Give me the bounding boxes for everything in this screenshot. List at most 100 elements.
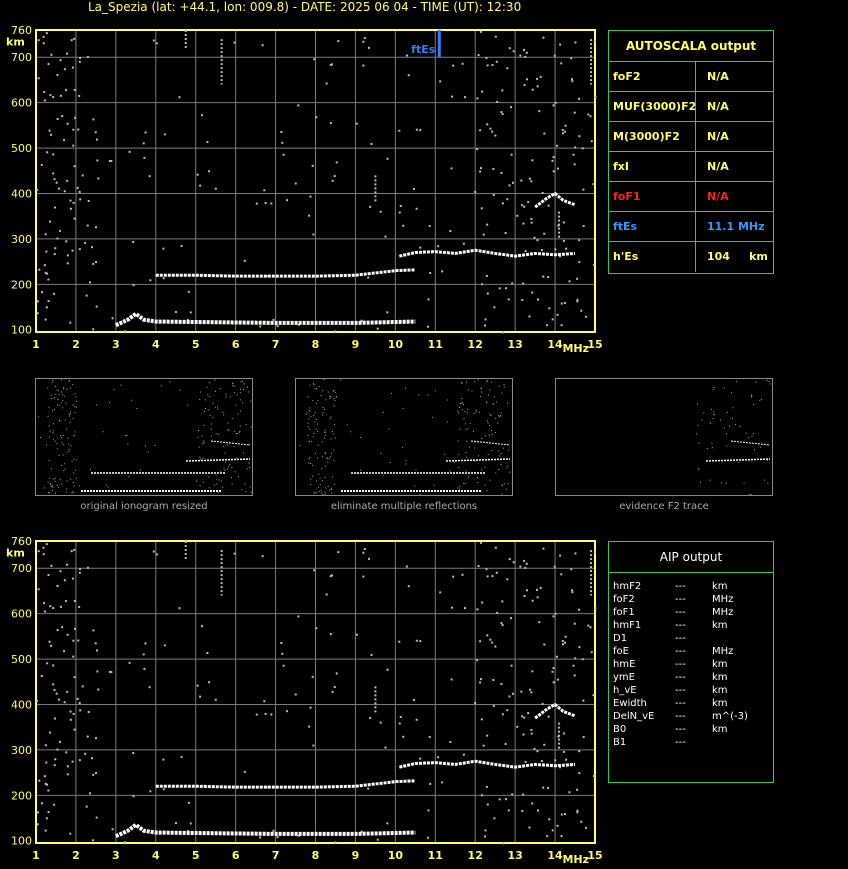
noise-point [360, 319, 363, 322]
noise-point [67, 437, 69, 439]
noise-point [497, 450, 499, 452]
noise-point [245, 424, 247, 426]
noise-point [149, 279, 152, 282]
noise-point [72, 404, 74, 406]
noise-point [511, 692, 514, 695]
noise-point [446, 421, 448, 423]
noise-point [402, 224, 405, 227]
noise-point [73, 728, 76, 731]
noise-point [152, 39, 155, 42]
noise-point [199, 398, 201, 400]
noise-point [563, 301, 566, 304]
noise-point [73, 458, 75, 460]
noise-point [238, 431, 240, 433]
noise-point [318, 486, 320, 488]
noise-point [45, 761, 48, 764]
noise-point [248, 462, 250, 464]
noise-point [215, 390, 217, 392]
noise-point [317, 444, 319, 446]
noise-point [521, 299, 524, 302]
noise-point [199, 456, 201, 458]
noise-point [487, 394, 489, 396]
noise-point [237, 413, 239, 415]
noise-point [38, 779, 41, 782]
noise-point [540, 249, 543, 252]
noise-point [69, 207, 72, 210]
noise-point [72, 128, 75, 131]
noise-point [66, 563, 69, 566]
noise-point [59, 570, 62, 573]
noise-point [449, 470, 451, 472]
noise-point [333, 405, 335, 407]
aip-unit: MHz [712, 594, 734, 605]
noise-point [750, 394, 752, 396]
noise-point [415, 207, 418, 210]
noise-point [576, 788, 579, 791]
noise-point [450, 678, 453, 681]
noise-point [49, 482, 51, 484]
trace-line [470, 440, 511, 446]
divider [695, 242, 696, 272]
noise-point [419, 129, 422, 132]
noise-point [73, 89, 76, 92]
noise-point [488, 424, 490, 426]
noise-point [427, 809, 430, 812]
noise-point [66, 480, 68, 482]
noise-point [703, 412, 705, 414]
noise-point [46, 151, 49, 154]
noise-point [95, 649, 98, 652]
aip-key: foF1 [613, 607, 635, 618]
noise-point [560, 813, 563, 816]
noise-point [486, 292, 489, 295]
noise-point [65, 491, 67, 493]
noise-point [217, 491, 219, 493]
noise-point [415, 469, 417, 471]
noise-point [320, 395, 322, 397]
noise-point [547, 276, 550, 279]
noise-point [249, 443, 251, 445]
noise-point [69, 832, 72, 835]
noise-point [428, 224, 431, 227]
noise-point [312, 400, 314, 402]
noise-point [329, 633, 332, 636]
trace-line [534, 191, 576, 209]
x-tick-label: 15 [587, 338, 602, 351]
noise-point [486, 64, 489, 67]
trace-line [534, 702, 576, 720]
noise-point [330, 396, 332, 398]
noise-point [270, 713, 273, 716]
noise-point [751, 396, 753, 398]
noise-point [464, 410, 466, 412]
noise-point [74, 393, 76, 395]
noise-point [710, 422, 712, 424]
noise-point [350, 431, 352, 433]
noise-point [735, 381, 737, 383]
noise-point [481, 283, 484, 286]
noise-point [261, 44, 264, 47]
noise-point [68, 450, 70, 452]
noise-point [528, 177, 531, 180]
noise-point [324, 409, 326, 411]
noise-point [228, 464, 230, 466]
noise-point [415, 718, 418, 721]
x-tick-label: 8 [312, 849, 320, 862]
noise-point [738, 461, 740, 463]
noise-point [467, 389, 469, 391]
noise-point [477, 379, 479, 381]
noise-point [479, 129, 482, 132]
trace-line [399, 248, 576, 258]
noise-point [547, 787, 550, 790]
noise-point [489, 389, 491, 391]
noise-point [97, 177, 100, 180]
x-tick-label: 4 [152, 338, 160, 351]
noise-point [110, 671, 113, 674]
autoscala-row: foF1 N/A [609, 181, 773, 212]
noise-point [506, 402, 508, 404]
noise-point [44, 744, 47, 747]
noise-point [71, 249, 74, 252]
noise-point [58, 393, 60, 395]
noise-point [490, 415, 492, 417]
aip-row: ymE --- km [613, 672, 769, 685]
noise-point [222, 486, 224, 488]
noise-point [337, 40, 340, 43]
